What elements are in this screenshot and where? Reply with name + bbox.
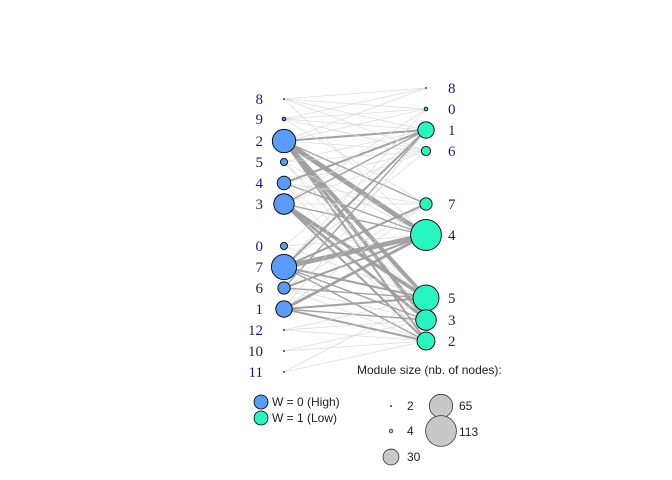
edge-8-to-6 [283,98,427,152]
legend-high-label: W = 0 (High) [272,395,340,409]
right-node-label: 4 [448,228,456,244]
left-node-label: 4 [256,176,264,192]
left-node-4 [276,175,292,191]
left-node-9 [281,116,287,122]
size-legend-circle-113 [425,415,457,447]
edge-1-to-4 [283,233,427,311]
edge-9-to-8 [283,87,427,120]
size-legend-label: 2 [407,399,414,413]
edge-6-to-1 [283,129,427,289]
left-node-5 [280,157,289,166]
edge-2-to-7 [283,140,427,205]
left-node-label: 5 [256,155,264,171]
edge-6-to-7 [283,203,427,289]
left-node-6 [277,281,291,295]
edge-6-to-5 [283,287,427,299]
right-node-0 [423,106,429,112]
edge-3-to-6 [283,150,427,205]
right-node-label: 7 [448,197,456,213]
size-legend-circle-2 [390,405,392,407]
edge-10-to-3 [283,319,427,352]
edge-8-to-8 [283,87,427,100]
left-node-2 [271,128,297,154]
left-node-11 [283,371,285,373]
right-node-1 [417,121,435,139]
size-legend-label: 30 [407,450,421,464]
left-node-label: 1 [256,302,264,318]
edge-11-to-2 [283,340,427,373]
left-node-label: 2 [256,134,264,150]
edge-8-to-0 [283,98,427,110]
size-legend-circle-30 [382,448,400,466]
left-node-label: 9 [256,112,264,128]
edge-12-to-3 [283,319,427,331]
right-node-label: 2 [448,334,456,350]
size-legend-label: 65 [459,399,473,413]
right-node-label: 3 [448,313,456,329]
right-node-3 [415,309,437,331]
right-node-7 [419,197,433,211]
edge-2-to-1 [283,128,427,143]
edge-10-to-2 [283,340,427,352]
left-node-3 [273,193,295,215]
edge-1-to-7 [283,203,427,310]
left-node-0 [280,241,289,250]
right-node-4 [410,219,442,251]
right-node-2 [416,331,436,351]
edge-7-to-5 [283,265,427,300]
size-legend-circle-4 [388,428,394,434]
edge-11-to-5 [283,297,427,373]
size-legend-title: Module size (nb. of nodes): [357,363,502,377]
right-node-5 [412,284,440,312]
left-node-12 [283,329,285,331]
right-node-label: 6 [448,144,456,160]
edge-8-to-4 [283,98,427,236]
size-legend-label: 113 [459,425,478,439]
size-legend-circle-65 [428,393,454,419]
group-legend: W = 0 (High) W = 1 (Low) [253,394,340,426]
left-node-label: 3 [256,197,264,213]
left-node-label: 12 [248,323,263,339]
edge-1-to-1 [283,129,427,310]
edge-7-to-1 [283,129,427,268]
edge-9-to-0 [283,108,427,120]
left-column-nodes: 8 9 2 5 4 3 0 7 6 1 12 10 11 [248,92,298,381]
edge-9-to-7 [283,118,427,205]
right-column-nodes: 8 0 1 6 7 4 5 3 2 [410,81,456,351]
edge-4-to-7 [283,182,427,205]
legend-low-swatch [253,410,269,426]
edge-1-to-5 [283,296,427,311]
right-node-label: 8 [448,81,456,97]
left-node-label: 8 [256,92,264,108]
edge-8-to-1 [283,98,427,131]
right-node-8 [425,87,427,89]
left-node-label: 0 [256,239,264,255]
edge-7-to-7 [283,203,427,268]
edge-7-to-0 [283,108,427,268]
edge-9-to-1 [283,118,427,131]
edge-9-to-6 [283,118,427,152]
edge-1-to-3 [283,308,427,321]
left-node-label: 7 [256,260,264,276]
right-node-6 [420,145,432,157]
legend-high-swatch [253,394,269,410]
right-node-label: 0 [448,102,456,118]
edge-5-to-5 [283,161,427,299]
left-node-label: 6 [256,281,264,297]
left-node-8 [283,98,285,100]
size-legend: Module size (nb. of nodes): 2 4 30 65 113 [357,363,502,466]
right-node-label: 1 [448,123,456,139]
left-node-1 [275,300,293,318]
left-node-label: 11 [249,365,263,381]
left-node-10 [283,350,285,352]
left-node-label: 10 [248,344,263,360]
legend-low-label: W = 1 (Low) [272,411,337,425]
left-node-7 [270,253,298,281]
right-node-label: 5 [448,291,456,307]
size-legend-label: 4 [407,424,414,438]
edge-12-to-5 [283,297,427,331]
edge-layer [282,87,428,373]
